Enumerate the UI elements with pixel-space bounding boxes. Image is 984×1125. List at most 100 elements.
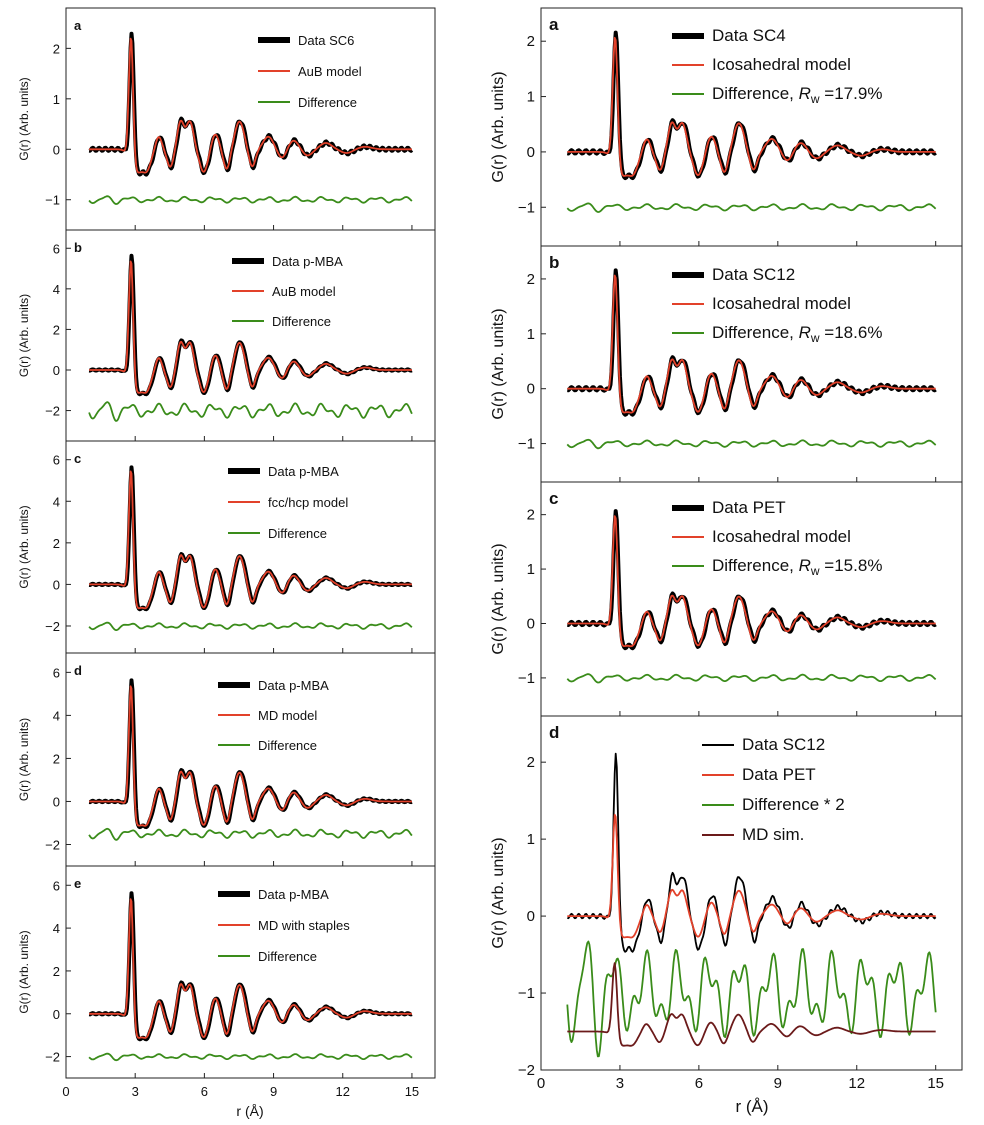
y-tick-label: 0 xyxy=(53,794,60,809)
legend-entry: MD model xyxy=(258,708,317,723)
y-tick-label: 2 xyxy=(53,964,60,979)
series-line xyxy=(88,891,413,1042)
series-line xyxy=(567,274,936,414)
panel-label: a xyxy=(74,18,82,33)
legend-entry: Data PET xyxy=(712,498,786,517)
series-line xyxy=(89,685,412,827)
series-line xyxy=(567,36,936,177)
y-tick-label: 6 xyxy=(53,241,60,256)
axes-frame xyxy=(65,865,436,1079)
panel-left-d: −2 0 2 4 6 G(r) (Arb. units) d Data p-MBA MD mod… xyxy=(17,652,436,867)
legend-entry: Icosahedral model xyxy=(712,55,851,74)
series-line xyxy=(89,37,412,174)
right-x-axis-label: r (Å) xyxy=(735,1097,768,1116)
legend-entry: Icosahedral model xyxy=(712,294,851,313)
series-line xyxy=(88,827,413,841)
series-line xyxy=(566,438,937,450)
y-tick-label: 2 xyxy=(527,507,535,524)
y-tick-label: 6 xyxy=(53,878,60,893)
panel-label: c xyxy=(549,489,558,508)
y-tick-label: −1 xyxy=(518,436,535,453)
x-tick-label: 12 xyxy=(336,1084,350,1099)
panel-label: d xyxy=(74,663,82,678)
legend-entry: Difference xyxy=(258,949,317,964)
series-line xyxy=(89,260,412,394)
y-axis-label: G(r) (Arb. units) xyxy=(17,930,31,1013)
legend-entry: Data SC12 xyxy=(742,735,825,754)
legend-entry: Icosahedral model xyxy=(712,527,851,546)
y-tick-label: 4 xyxy=(53,921,60,936)
series-line xyxy=(89,470,412,610)
legend-entry: MD sim. xyxy=(742,825,804,844)
legend-entry: Data p-MBA xyxy=(258,678,329,693)
y-tick-label: −1 xyxy=(518,670,535,687)
y-tick-label: 6 xyxy=(53,453,60,468)
x-tick-label: 12 xyxy=(848,1075,865,1092)
x-tick-label: 0 xyxy=(537,1075,545,1092)
series-line xyxy=(566,202,937,213)
y-axis-label: G(r) (Arb. units) xyxy=(17,718,31,801)
y-tick-label: 0 xyxy=(53,142,60,157)
y-tick-label: −2 xyxy=(45,1050,60,1065)
series-line xyxy=(567,515,936,648)
series-line xyxy=(88,678,413,830)
legend-entry: Data p-MBA xyxy=(258,887,329,902)
series-line xyxy=(88,465,413,612)
legend-entry: fcc/hcp model xyxy=(268,495,348,510)
y-axis-label: G(r) (Arb. units) xyxy=(490,837,507,948)
x-tick-label: 9 xyxy=(270,1084,277,1099)
y-tick-label: 2 xyxy=(53,536,60,551)
legend-entry: Data SC4 xyxy=(712,26,786,45)
x-tick-label: 15 xyxy=(405,1084,419,1099)
y-tick-label: 1 xyxy=(527,326,535,343)
y-axis-label: G(r) (Arb. units) xyxy=(490,308,507,419)
y-tick-label: 4 xyxy=(53,708,60,723)
legend-entry: Data SC12 xyxy=(712,265,795,284)
y-tick-label: −2 xyxy=(518,1062,535,1079)
x-tick-label: 9 xyxy=(774,1075,782,1092)
y-tick-label: 0 xyxy=(527,615,535,632)
y-tick-label: 2 xyxy=(53,41,60,56)
legend-entry: Difference xyxy=(298,95,357,110)
series-line xyxy=(88,253,413,397)
y-axis-label: G(r) (Arb. units) xyxy=(490,71,507,182)
y-tick-label: 2 xyxy=(527,271,535,288)
x-tick-label: 15 xyxy=(927,1075,944,1092)
panel-right-c: −1 0 1 2 G(r) (Arb. units) c Data PET Icosahedr… xyxy=(490,481,963,717)
series-line xyxy=(566,268,937,417)
panel-left-b: −2 0 2 4 6 G(r) (Arb. units) b Data p-MBA AuB mo… xyxy=(17,229,436,442)
series-line xyxy=(566,940,937,1058)
legend-entry: Data p-MBA xyxy=(268,464,339,479)
panel-label: b xyxy=(549,253,559,272)
y-tick-label: 1 xyxy=(527,831,535,848)
panel-left-e: 0 3 6 9 12 15 −2 0 2 4 6 G(r) (Arb. units) e Data p-M… xyxy=(17,865,436,1099)
series-line xyxy=(566,673,937,684)
y-tick-label: −2 xyxy=(45,837,60,852)
panel-left-c: −2 0 2 4 6 G(r) (Arb. units) c Data p-MBA fcc/hc… xyxy=(17,440,436,654)
y-tick-label: −1 xyxy=(45,193,60,208)
panel-left-a: −1 0 1 2 G(r) (Arb. units) a Data SC6 AuB model… xyxy=(17,7,436,231)
x-tick-label: 3 xyxy=(616,1075,624,1092)
panel-label: d xyxy=(549,723,559,742)
legend-entry: Difference xyxy=(272,314,331,329)
y-tick-label: −2 xyxy=(45,404,60,419)
y-tick-label: 2 xyxy=(53,322,60,337)
x-tick-label: 3 xyxy=(132,1084,139,1099)
legend-entry: Difference, Rw =15.8% xyxy=(712,556,882,578)
y-tick-label: 1 xyxy=(527,89,535,106)
axes-frame xyxy=(540,715,963,1071)
y-tick-label: 2 xyxy=(53,751,60,766)
y-axis-label: G(r) (Arb. units) xyxy=(17,294,31,377)
series-line xyxy=(88,195,413,205)
series-line xyxy=(89,898,412,1039)
panel-right-b: −1 0 1 2 G(r) (Arb. units) b Data SC12 Icosahed… xyxy=(490,245,963,483)
panel-label: e xyxy=(74,876,81,891)
y-tick-label: 0 xyxy=(527,908,535,925)
axes-frame xyxy=(65,7,436,231)
x-tick-label: 6 xyxy=(201,1084,208,1099)
series-line xyxy=(88,401,413,422)
series-line xyxy=(88,1052,413,1062)
legend-entry: MD with staples xyxy=(258,918,350,933)
y-tick-label: 4 xyxy=(53,282,60,297)
legend-entry: Data PET xyxy=(742,765,816,784)
